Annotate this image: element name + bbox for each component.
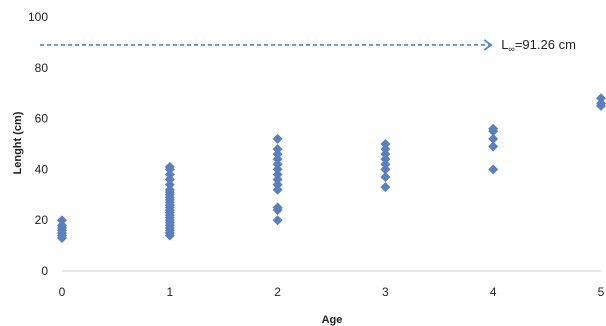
x-tick-label: 5: [598, 285, 605, 299]
data-point: [272, 159, 283, 170]
y-tick-label: 40: [35, 162, 49, 176]
data-point: [57, 220, 67, 231]
data-point: [596, 93, 606, 104]
x-tick-label: 0: [59, 285, 66, 299]
x-tick-label: 1: [166, 285, 173, 299]
data-point: [272, 144, 283, 155]
data-point: [272, 215, 283, 226]
asymptote-line: [40, 39, 493, 51]
x-tick-label: 3: [382, 285, 389, 299]
data-point: [272, 149, 283, 160]
y-tick-label: 20: [35, 213, 49, 227]
data-point: [272, 174, 283, 185]
asymptote-label-suffix: =91.26 cm: [515, 37, 576, 52]
x-tick-labels: 0 1 2 3 4 5: [59, 285, 605, 299]
data-point: [596, 98, 606, 109]
data-points: [57, 93, 606, 243]
y-tick-label: 80: [35, 61, 49, 75]
data-point: [380, 164, 391, 175]
y-tick-label: 100: [28, 10, 48, 24]
data-point: [488, 141, 499, 152]
x-tick-label: 2: [274, 285, 281, 299]
asymptote-arrowhead: [483, 39, 493, 51]
data-point: [272, 179, 283, 190]
data-point: [272, 169, 283, 180]
data-point: [272, 164, 283, 175]
data-point: [380, 154, 391, 165]
y-tick-label: 60: [35, 112, 49, 126]
y-tick-label: 0: [41, 264, 48, 278]
x-axis-title: Age: [322, 314, 343, 326]
data-point: [380, 159, 391, 170]
data-point: [488, 164, 499, 175]
asymptote-label-subscript: ∞: [508, 44, 514, 54]
data-point: [57, 215, 67, 226]
data-point: [488, 133, 499, 144]
asymptote-label: L∞=91.26 cm: [501, 37, 576, 54]
data-point: [272, 154, 283, 165]
data-point: [380, 172, 391, 183]
data-point: [272, 202, 283, 213]
data-point: [164, 161, 175, 172]
data-point: [380, 144, 391, 155]
data-point: [272, 184, 283, 195]
data-point: [380, 182, 391, 193]
asymptote-label-prefix: L: [501, 37, 508, 52]
data-point: [272, 133, 283, 144]
data-point: [164, 184, 175, 195]
data-point: [164, 169, 175, 180]
y-tick-labels: 0 20 40 60 80 100: [28, 10, 48, 278]
data-point: [164, 174, 175, 185]
data-point: [380, 139, 391, 149]
data-point: [488, 123, 499, 134]
data-point: [380, 149, 391, 160]
x-tick-label: 4: [490, 285, 497, 299]
y-axis-title: Lenght (cm): [12, 111, 24, 174]
data-point: [164, 179, 175, 190]
